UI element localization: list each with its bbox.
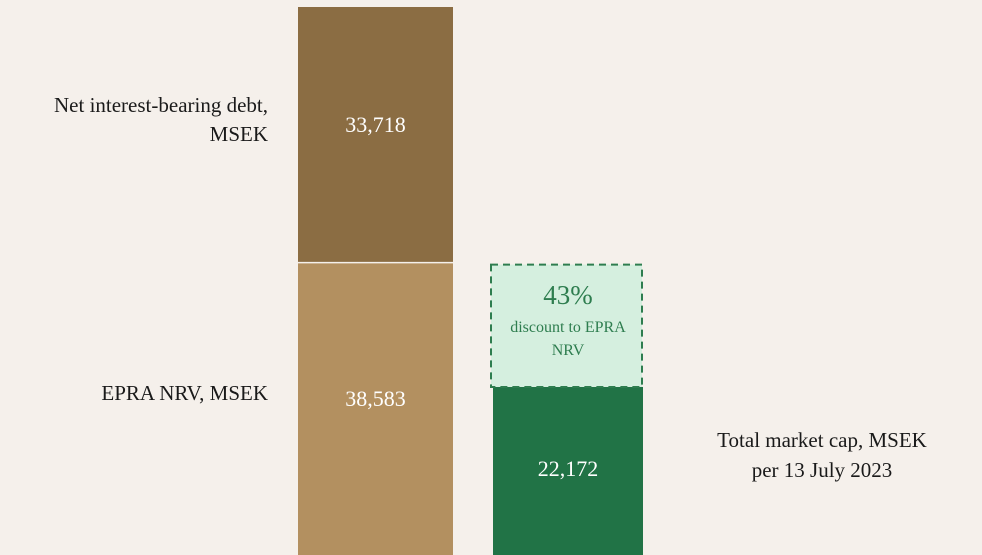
bar-segment: [493, 386, 643, 555]
bar-segment: [298, 262, 453, 555]
bar-segment: [298, 7, 453, 263]
series-label: Net interest-bearing debt, MSEK: [54, 92, 268, 146]
value-label: 33,718: [345, 112, 406, 137]
discount-box: [490, 263, 643, 388]
value-label: 22,172: [538, 456, 599, 481]
series-sublabel: per 13 July 2023: [751, 457, 893, 482]
discount-text: discount to EPRA NRV: [510, 318, 626, 359]
value-label: 38,583: [345, 386, 406, 411]
series-label: Total market cap, MSEK: [717, 427, 927, 452]
series-label: EPRA NRV, MSEK: [101, 380, 268, 405]
discount-value: 43%: [543, 280, 593, 310]
